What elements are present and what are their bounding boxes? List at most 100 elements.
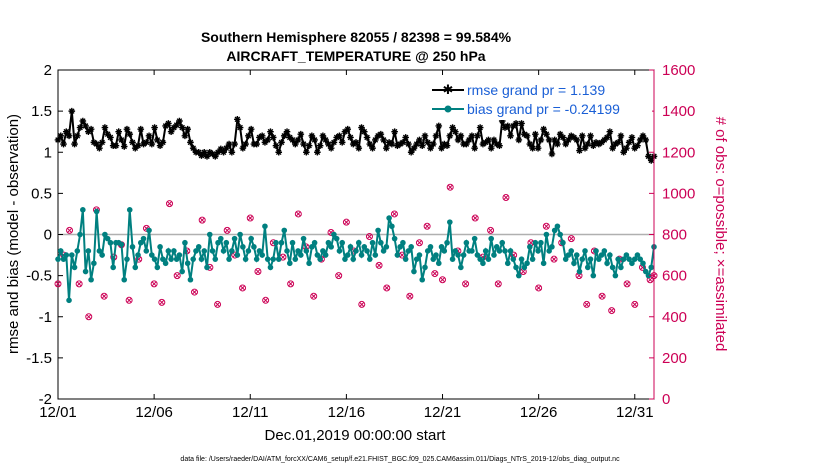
rmse-point xyxy=(642,136,650,144)
bias-point xyxy=(355,239,362,246)
rmse-point xyxy=(454,136,462,144)
rmse-point xyxy=(90,139,98,146)
rmse-point xyxy=(198,152,205,159)
y-tick-label: 2 xyxy=(44,62,52,79)
legend: ✱ rmse grand pr = 1.139 bias grand pr = … xyxy=(430,80,652,120)
y-tick-label: 0 xyxy=(44,227,52,244)
y2-tick-label: 800 xyxy=(662,227,687,244)
bias-point xyxy=(438,244,445,250)
bias-point xyxy=(645,272,652,279)
obs-assimilated-marker xyxy=(295,211,301,217)
rmse-point xyxy=(377,130,385,138)
y-tick-label: -0.5 xyxy=(26,268,52,285)
bias-point xyxy=(71,264,78,271)
bias-point xyxy=(160,256,166,262)
bias-point xyxy=(286,260,293,267)
rmse-point xyxy=(418,142,426,149)
rmse-point xyxy=(148,140,156,148)
y2-axis-label: # of obs: o=possible; ×=assimilated xyxy=(712,117,729,352)
rmse-point xyxy=(178,124,186,131)
rmse-point xyxy=(247,125,255,133)
rmse-point xyxy=(435,122,443,130)
rmse-point xyxy=(385,139,393,146)
rmse-point xyxy=(576,147,583,154)
obs-possible-marker xyxy=(223,226,231,234)
rmse-point xyxy=(559,134,567,141)
obs-assimilated-marker xyxy=(101,293,107,299)
bias-point xyxy=(215,239,221,246)
bias-point xyxy=(350,256,357,262)
rmse-point xyxy=(584,140,592,148)
obs-assimilated-marker xyxy=(247,215,253,221)
rmse-point xyxy=(554,140,561,148)
bias-point xyxy=(527,244,533,250)
obs-assimilated-marker xyxy=(447,184,453,190)
chart-title: Southern Hemisphere 82055 / 82398 = 99.5… xyxy=(201,29,512,45)
bias-point xyxy=(162,260,169,267)
obs-possible-marker xyxy=(358,300,366,308)
bias-point xyxy=(496,248,503,254)
bias-point xyxy=(149,252,155,258)
bias-point xyxy=(251,244,257,250)
rmse-point xyxy=(311,136,318,144)
bias-point xyxy=(126,207,133,213)
y2-axis-ticks: 0 200 400 600 800 1000 1200 1400 1600 xyxy=(649,62,695,408)
rmse-point xyxy=(112,142,120,149)
rmse-point xyxy=(231,140,238,148)
rmse-point xyxy=(314,148,321,156)
rmse-point xyxy=(74,132,81,140)
rmse-point xyxy=(236,124,244,131)
rmse-point xyxy=(592,139,600,146)
bias-point xyxy=(331,231,337,238)
rmse-point xyxy=(449,124,456,131)
bias-point xyxy=(369,239,376,246)
bias-point xyxy=(629,260,635,267)
rmse-point xyxy=(421,132,429,140)
obs-possible-marker xyxy=(342,218,350,226)
bias-point xyxy=(452,248,459,254)
rmse-point xyxy=(294,136,302,144)
bias-point xyxy=(383,244,390,250)
obs-assimilated-marker xyxy=(472,215,478,221)
rmse-point xyxy=(556,130,564,138)
y2-tick-label: 1400 xyxy=(662,103,695,120)
obs-possible-marker xyxy=(365,233,373,241)
bias-point xyxy=(121,276,128,283)
obs-assimilated-marker xyxy=(624,281,630,287)
bias-point xyxy=(204,264,210,271)
rmse-point xyxy=(170,124,178,131)
bias-point xyxy=(68,252,75,258)
obs-possible-marker xyxy=(567,235,575,243)
bias-point xyxy=(607,252,613,258)
rmse-point xyxy=(65,132,73,140)
obs-assimilated-marker xyxy=(366,234,373,240)
obs-assimilated-marker xyxy=(376,262,382,268)
bias-point xyxy=(513,264,519,271)
rmse-point xyxy=(440,140,448,148)
bias-point xyxy=(303,248,310,254)
rmse-point xyxy=(131,144,139,152)
legend-bias-marker xyxy=(444,105,452,113)
obs-assimilated-marker xyxy=(503,194,509,201)
obs-possible-marker xyxy=(173,272,181,280)
rmse-point xyxy=(283,128,291,135)
rmse-point xyxy=(515,136,523,144)
bias-point xyxy=(482,248,489,254)
rmse-point xyxy=(567,132,575,140)
bias-point xyxy=(433,252,439,258)
rmse-point xyxy=(62,128,70,135)
x-tick-label: 12/31 xyxy=(616,404,654,421)
obs-possible-marker xyxy=(494,280,502,288)
rmse-point xyxy=(256,134,263,141)
rmse-point xyxy=(291,140,299,148)
bias-point xyxy=(518,256,525,262)
bias-point xyxy=(118,241,125,248)
obs-possible-marker xyxy=(166,200,174,208)
bias-point xyxy=(85,248,92,254)
bias-point xyxy=(336,248,343,254)
bias-point xyxy=(151,256,158,262)
y-tick-label: 1 xyxy=(44,144,52,161)
bias-point xyxy=(582,248,588,254)
obs-assimilated-marker xyxy=(488,227,494,233)
rmse-point xyxy=(485,136,492,144)
